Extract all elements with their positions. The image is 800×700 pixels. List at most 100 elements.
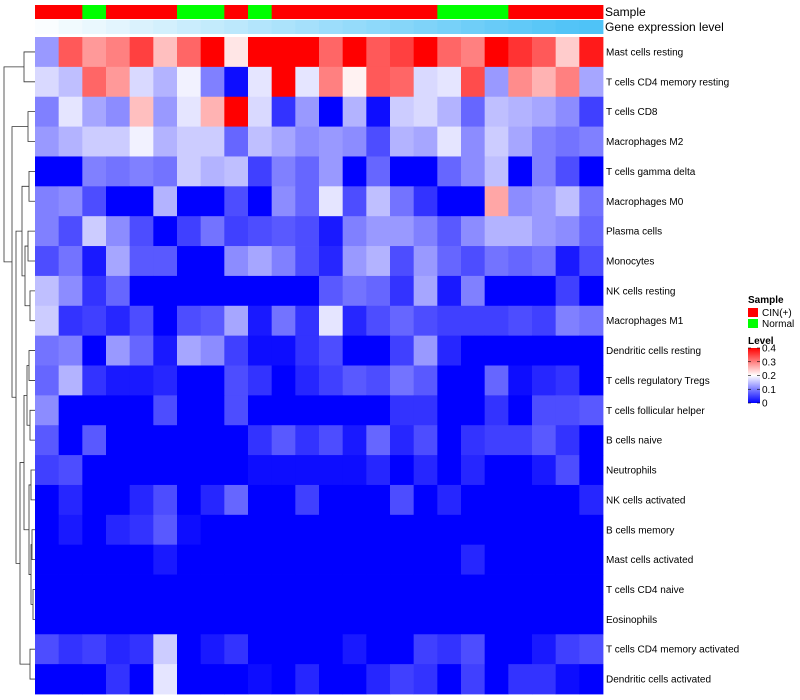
heatmap-row: [35, 484, 604, 516]
heatmap-cell: [413, 574, 438, 605]
heatmap-cell: [319, 604, 344, 635]
heatmap-cell: [82, 664, 107, 695]
heatmap-cell: [35, 186, 60, 217]
heatmap-cell: [579, 664, 604, 695]
track-label-sample: Sample: [605, 5, 646, 19]
heatmap-cell: [319, 275, 344, 307]
heatmap-cell: [153, 216, 178, 247]
dendrogram-link: [19, 462, 30, 665]
heatmap-cell: [366, 96, 391, 127]
heatmap-cell: [484, 604, 509, 635]
level-tick-label: 0.4: [762, 344, 776, 355]
heatmap-cell: [106, 514, 131, 546]
dendrogram-link: [3, 66, 24, 263]
heatmap-cell: [106, 604, 131, 635]
heatmap-cell: [555, 604, 580, 635]
heatmap-cell: [58, 156, 83, 187]
dendrogram-link: [23, 51, 35, 83]
heatmap-cell: [224, 305, 249, 337]
heatmap-cell: [58, 574, 83, 605]
heatmap-cell: [271, 305, 296, 337]
heatmap-cell: [508, 305, 533, 337]
heatmap-cell: [366, 455, 391, 486]
heatmap-cell: [579, 604, 604, 635]
heatmap-cell: [342, 126, 367, 157]
heatmap-cell: [579, 455, 604, 486]
heatmap-cell: [484, 574, 509, 605]
expression-cell: [271, 20, 296, 34]
heatmap-cell: [129, 37, 154, 68]
expression-cell: [413, 20, 438, 34]
heatmap-cell: [342, 664, 367, 695]
level-tick-label: 0: [762, 399, 768, 410]
heatmap-cell: [579, 275, 604, 307]
heatmap-cell: [532, 156, 557, 187]
sample-cell: [461, 5, 486, 19]
heatmap-cell: [82, 335, 107, 366]
heatmap-cell: [177, 395, 202, 426]
sample-cell: [295, 5, 320, 19]
heatmap-cell: [129, 275, 154, 307]
heatmap-cell: [413, 425, 438, 456]
heatmap-cell: [390, 544, 415, 575]
heatmap-cell: [58, 275, 83, 307]
heatmap-cell: [129, 574, 154, 605]
expression-cell: [319, 20, 344, 34]
heatmap-cell: [106, 156, 131, 187]
sample-cell: [508, 5, 533, 19]
heatmap-cell: [58, 37, 83, 68]
heatmap-cell: [200, 246, 225, 277]
heatmap-cell: [271, 126, 296, 157]
sample-cell: [484, 5, 509, 19]
heatmap-cell: [366, 246, 391, 277]
heatmap-cell: [413, 186, 438, 217]
sample-cell: [153, 5, 178, 19]
heatmap-cell: [295, 395, 320, 426]
heatmap-cell: [82, 514, 107, 546]
heatmap-cell: [437, 246, 462, 277]
dendrogram-link: [27, 111, 35, 142]
heatmap-cell: [390, 216, 415, 247]
heatmap-row: [35, 96, 604, 127]
heatmap-cell: [579, 96, 604, 127]
heatmap-cell: [295, 305, 320, 337]
heatmap-cell: [82, 246, 107, 277]
heatmap-cell: [555, 634, 580, 665]
heatmap-cell: [106, 455, 131, 486]
heatmap-cell: [484, 634, 509, 665]
heatmap-cell: [461, 425, 486, 456]
heatmap-cell: [508, 37, 533, 68]
heatmap-cell: [82, 186, 107, 217]
heatmap-cell: [579, 156, 604, 187]
heatmap-cell: [224, 96, 249, 127]
heatmap-cell: [177, 126, 202, 157]
heatmap-cell: [35, 484, 60, 516]
heatmap-cell: [413, 634, 438, 665]
sample-cell: [366, 5, 391, 19]
heatmap-cell: [106, 275, 131, 307]
heatmap-cell: [484, 305, 509, 337]
heatmap-cell: [532, 216, 557, 247]
heatmap-cell: [82, 216, 107, 247]
heatmap-cell: [366, 664, 391, 695]
heatmap-cell: [82, 305, 107, 337]
sample-cell: [579, 5, 604, 19]
expression-cell: [342, 20, 367, 34]
heatmap-cell: [200, 544, 225, 575]
heatmap-cell: [177, 186, 202, 217]
heatmap-cell: [177, 484, 202, 516]
heatmap-cell: [271, 335, 296, 366]
heatmap-cell: [153, 335, 178, 366]
heatmap-cell: [58, 425, 83, 456]
heatmap-cell: [82, 604, 107, 635]
heatmap-cell: [319, 186, 344, 217]
heatmap-cell: [437, 455, 462, 486]
heatmap-grid: [35, 37, 604, 695]
expression-cell: [200, 20, 225, 34]
heatmap-cell: [366, 634, 391, 665]
heatmap-cell: [484, 186, 509, 217]
heatmap-cell: [248, 96, 273, 127]
heatmap-cell: [82, 425, 107, 456]
heatmap-cell: [390, 425, 415, 456]
heatmap-cell: [555, 425, 580, 456]
